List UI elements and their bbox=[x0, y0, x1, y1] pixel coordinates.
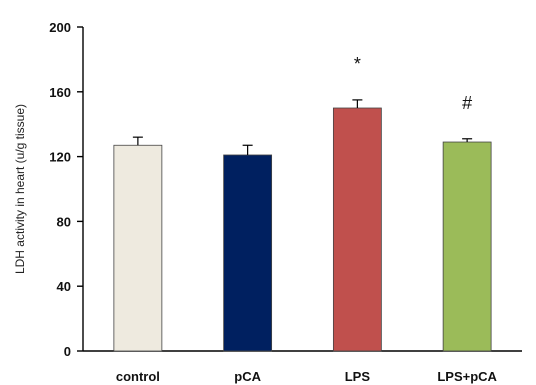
category-label: control bbox=[116, 369, 160, 384]
y-tick-label: 0 bbox=[64, 344, 71, 359]
bar-control bbox=[113, 144, 163, 352]
significance-marker: * bbox=[354, 54, 361, 74]
category-label: LPS bbox=[345, 369, 371, 384]
category-label: pCA bbox=[234, 369, 261, 384]
category-labels: control pCA LPS LPS+pCA bbox=[116, 369, 498, 384]
bars: *# bbox=[113, 54, 492, 352]
bar-LPS bbox=[332, 107, 382, 352]
y-tick-label: 40 bbox=[57, 279, 71, 294]
category-label: LPS+pCA bbox=[437, 369, 497, 384]
y-axis-title: LDH activity in heart (u/g tissue) bbox=[13, 104, 27, 274]
significance-marker: # bbox=[462, 93, 472, 113]
bar-pCA bbox=[223, 154, 273, 352]
y-tick-label: 80 bbox=[57, 214, 71, 229]
bar-LPS+pCA bbox=[442, 141, 492, 352]
y-tick-label: 200 bbox=[49, 20, 71, 35]
y-tick-label: 160 bbox=[49, 85, 71, 100]
y-tick-label: 120 bbox=[49, 150, 71, 165]
y-ticks: 0 40 80 120 160 200 bbox=[49, 20, 83, 359]
